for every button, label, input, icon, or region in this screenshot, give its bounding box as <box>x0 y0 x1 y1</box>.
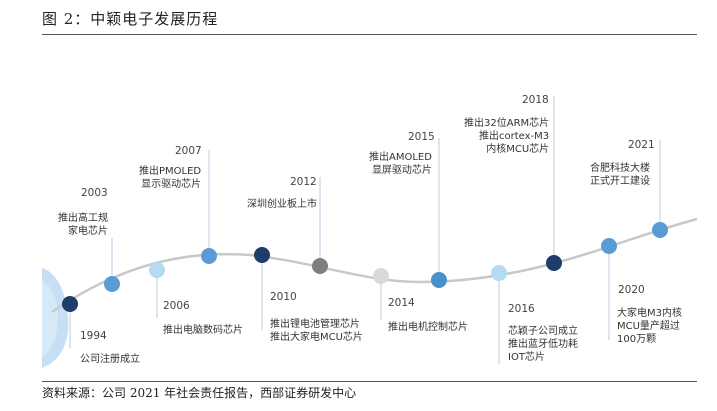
milestone-description-line: 推出32位ARM芯片 <box>464 118 550 129</box>
milestone-description-line: 公司注册成立 <box>80 354 140 365</box>
milestone-year: 2014 <box>388 297 415 309</box>
milestone-description-line: 推出电机控制芯片 <box>388 322 468 333</box>
milestone-year: 2020 <box>618 284 645 296</box>
milestone-description-line: 推出cortex-M3 <box>479 131 550 142</box>
milestone-node-2020 <box>601 238 617 254</box>
milestone-node-2015 <box>431 272 447 288</box>
milestone-description-line: 推出锂电池管理芯片 <box>270 319 360 330</box>
milestone-description: 合肥科技大楼 正式开工建设 <box>590 162 650 188</box>
milestone-node-1994 <box>62 296 78 312</box>
milestone-description: 公司注册成立 <box>80 353 140 366</box>
milestone-year: 2003 <box>81 187 108 199</box>
milestone-description-line: 100万颗 <box>617 334 657 345</box>
milestone-description: 大家电M3内核 MCU量产超过 100万颗 <box>617 307 682 346</box>
milestone-description-line: 正式开工建设 <box>590 176 650 187</box>
milestone-node-2018 <box>546 255 562 271</box>
title-divider <box>42 34 697 35</box>
source-note: 资料来源：公司 2021 年社会责任报告，西部证券研发中心 <box>42 386 357 400</box>
milestone-year: 2012 <box>290 176 317 188</box>
milestone-description-line: 推出蓝牙低功耗 <box>508 339 578 350</box>
milestone-description-line: 显屏驱动芯片 <box>371 165 432 176</box>
milestone-year: 2006 <box>163 300 190 312</box>
milestone-year: 1994 <box>80 330 107 342</box>
milestone-year: 2010 <box>270 291 297 303</box>
figure-title: 图 2：中颖电子发展历程 <box>42 10 219 28</box>
milestone-node-2012 <box>312 258 328 274</box>
milestone-year: 2018 <box>522 94 549 106</box>
milestone-description-line: 家电芯片 <box>68 226 108 237</box>
milestone-node-2003 <box>104 276 120 292</box>
milestone-description: 芯颖子公司成立 推出蓝牙低功耗 IOT芯片 <box>508 325 578 364</box>
milestone-description: 推出PMOLED 显示驱动芯片 <box>139 165 201 191</box>
timeline-curve <box>51 217 698 314</box>
milestone-description: 推出电脑数码芯片 <box>163 324 243 337</box>
milestone-description-line: 显示驱动芯片 <box>141 179 202 190</box>
milestone-description-line: 推出高工规 <box>58 213 108 224</box>
milestone-node-2014 <box>373 268 389 284</box>
milestone-description-line: 大家电M3内核 <box>617 308 682 319</box>
milestone-description: 推出高工规家电芯片 <box>58 212 108 238</box>
milestone-description-line: 推出PMOLED <box>139 166 202 177</box>
milestone-node-2006 <box>149 262 165 278</box>
milestone-description-line: 深圳创业板上市 <box>247 199 317 210</box>
source-divider <box>42 381 697 382</box>
milestone-description-line: 推出大家电MCU芯片 <box>270 332 363 343</box>
milestone-description-line: MCU量产超过 <box>617 321 680 332</box>
milestone-description-line: 芯颖子公司成立 <box>508 326 578 337</box>
milestone-description-line: 推出AMOLED <box>369 152 432 163</box>
milestone-year: 2015 <box>408 131 435 143</box>
milestone-description: 推出32位ARM芯片推出cortex-M3 内核MCU芯片 <box>464 117 549 156</box>
milestone-node-2016 <box>491 265 507 281</box>
milestone-year: 2007 <box>175 145 202 157</box>
milestone-node-2010 <box>254 247 270 263</box>
milestone-year: 2016 <box>508 303 535 315</box>
milestone-description-line: 合肥科技大楼 <box>590 163 650 174</box>
milestone-description: 推出锂电池管理芯片 推出大家电MCU芯片 <box>270 318 363 344</box>
milestone-description-line: 内核MCU芯片 <box>486 144 550 155</box>
milestone-node-2021 <box>652 222 668 238</box>
milestone-description-line: 推出电脑数码芯片 <box>163 325 243 336</box>
milestone-description: 推出AMOLED 显屏驱动芯片 <box>369 151 432 177</box>
milestone-description: 推出电机控制芯片 <box>388 321 468 334</box>
milestone-description-line: IOT芯片 <box>508 352 545 363</box>
globe-shading <box>42 280 58 357</box>
milestone-year: 2021 <box>628 139 655 151</box>
milestone-description: 深圳创业板上市 <box>247 198 317 211</box>
milestone-node-2007 <box>201 248 217 264</box>
